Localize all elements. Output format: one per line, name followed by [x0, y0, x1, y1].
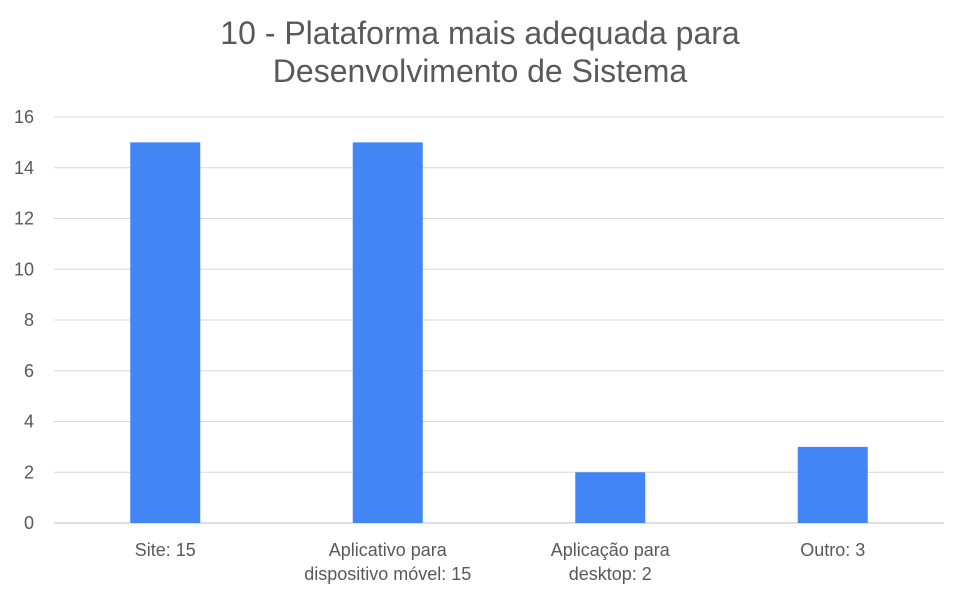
x-category-label: Aplicação para: [551, 540, 671, 560]
y-tick-label: 6: [24, 361, 34, 381]
x-category-label: Aplicativo para: [329, 540, 448, 560]
x-category-label: dispositivo móvel: 15: [304, 564, 471, 584]
x-category-label: desktop: 2: [569, 564, 652, 584]
bar: [352, 142, 423, 523]
y-tick-label: 2: [24, 462, 34, 482]
chart-title-line-2: Desenvolvimento de Sistema: [272, 53, 688, 89]
y-tick-label: 10: [14, 259, 34, 279]
chart-title-line-1: 10 - Plataforma mais adequada para: [220, 15, 740, 51]
chart-title: 10 - Plataforma mais adequada para Desen…: [0, 14, 960, 90]
y-tick-label: 12: [14, 209, 34, 229]
bar: [797, 446, 868, 523]
y-tick-label: 0: [24, 513, 34, 533]
y-tick-label: 14: [14, 158, 34, 178]
y-tick-label: 16: [14, 107, 34, 127]
y-tick-label: 4: [24, 412, 34, 432]
bar: [130, 142, 201, 523]
x-category-label: Outro: 3: [800, 540, 865, 560]
bar: [575, 472, 646, 523]
x-category-label: Site: 15: [135, 540, 196, 560]
y-tick-label: 8: [24, 310, 34, 330]
